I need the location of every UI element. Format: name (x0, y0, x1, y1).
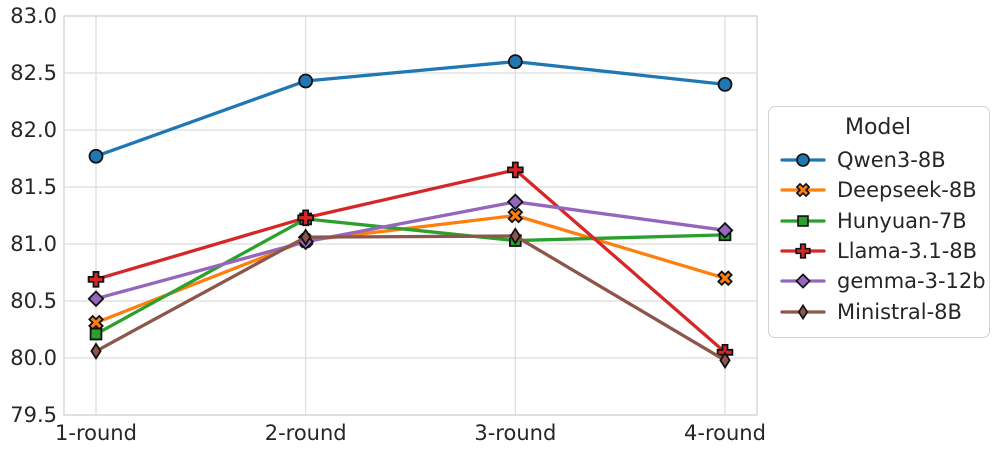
x-tick-label: 3-round (474, 421, 556, 445)
series-Ministral-8B (90, 227, 731, 370)
legend-label: Ministral-8B (837, 299, 962, 324)
axes-spines (63, 15, 758, 416)
y-tick-label: 81.0 (10, 232, 57, 256)
legend-key (780, 183, 826, 198)
data-point (299, 228, 312, 247)
legend-label: Llama-3.1-8B (837, 239, 978, 264)
circle-marker (298, 73, 314, 89)
series-line (94, 217, 727, 336)
data-point (716, 221, 734, 239)
data-point (88, 148, 104, 164)
series-line (94, 200, 727, 301)
y-axis-tick-labels: 79.5 80.0 80.5 81.0 81.5 82.0 82.5 83.0 (10, 4, 57, 427)
legend-item-gemma-3-12b: gemma-3-12b (779, 266, 986, 296)
legend-key (780, 214, 826, 227)
legend-label: Hunyuan-7B (837, 208, 967, 233)
legend-key (780, 243, 826, 259)
y-tick-label: 83.0 (10, 4, 57, 28)
series-line (94, 59, 727, 158)
data-point (87, 271, 105, 288)
thin-diamond-marker (299, 228, 312, 247)
data-point (509, 227, 522, 245)
data-point (717, 270, 733, 287)
legend-item-Deepseek-8B: Deepseek-8B (779, 175, 977, 205)
series-line (94, 213, 727, 325)
plus-marker (507, 161, 524, 179)
legend-key-marker (795, 243, 811, 259)
square-icon (797, 214, 809, 227)
circle-marker (88, 148, 104, 164)
legend-key-marker (797, 303, 809, 320)
thin-diamond-marker (90, 342, 102, 361)
legend: Model Qwen3-8B Deepseek-8B Hunyuan-7B Llama… (768, 106, 990, 338)
legend-key-marker (797, 214, 809, 227)
data-point (89, 327, 103, 341)
thin-diamond-icon (797, 303, 809, 320)
legend-key-marker (795, 183, 811, 198)
legend-key (780, 303, 826, 320)
legend-label: gemma-3-12b (837, 269, 986, 294)
data-point (297, 209, 314, 227)
y-tick-label: 80.0 (10, 346, 57, 370)
x-marker (507, 207, 524, 224)
legend-label: Deepseek-8B (837, 178, 977, 203)
legend-item-Hunyuan-7B: Hunyuan-7B (779, 206, 977, 236)
y-tick-label: 79.5 (10, 403, 57, 427)
data-point (87, 290, 105, 308)
legend-key (780, 153, 826, 167)
x-tick-label: 4-round (684, 421, 766, 445)
plus-marker (87, 271, 105, 288)
plus-icon (795, 243, 811, 259)
x-tick-label: 2-round (265, 421, 347, 445)
legend-title: Model (844, 115, 912, 140)
data-point (507, 207, 524, 224)
data-point (298, 73, 314, 89)
legend-key-marker (796, 153, 810, 167)
legend-key-marker (795, 273, 811, 290)
thin-diamond-marker (509, 227, 522, 245)
data-point (717, 77, 733, 92)
legend-item-Qwen3-8B: Qwen3-8B (779, 145, 977, 175)
data-point (507, 54, 523, 69)
data-point (507, 161, 524, 179)
legend-rows: Qwen3-8B Deepseek-8B Hunyuan-7B Llama-3.1-8… (779, 145, 986, 327)
x-tick-label: 1-round (55, 421, 137, 445)
legend-label: Qwen3-8B (837, 148, 946, 173)
x-axis-tick-labels: 1-round 2-round 3-round 4-round (55, 421, 766, 445)
thin-diamond-marker (719, 351, 731, 370)
y-tick-label: 80.5 (10, 289, 57, 313)
series-line (94, 234, 727, 362)
diamond-marker (87, 290, 105, 308)
data-point (90, 342, 102, 361)
y-tick-label: 82.5 (10, 61, 57, 85)
data-point (719, 351, 731, 370)
legend-item-Llama-3.1-8B: Llama-3.1-8B (779, 236, 977, 266)
plus-marker (297, 209, 314, 227)
diamond-icon (795, 273, 811, 290)
circle-marker (507, 54, 523, 69)
y-tick-label: 82.0 (10, 118, 57, 142)
series-Deepseek-8B (88, 207, 733, 331)
square-marker (89, 327, 103, 341)
circle-icon (796, 153, 810, 167)
series-line (94, 168, 727, 354)
y-tick-label: 81.5 (10, 175, 57, 199)
diamond-marker (506, 193, 524, 211)
x-marker (717, 270, 733, 287)
series-Qwen3-8B (88, 54, 733, 164)
series-Hunyuan-7B (89, 212, 732, 341)
legend-key (780, 273, 826, 290)
x-icon (795, 183, 811, 198)
circle-marker (717, 77, 733, 92)
diamond-marker (716, 221, 734, 239)
legend-item-Ministral-8B: Ministral-8B (779, 296, 977, 326)
series-Llama-3.1-8B (87, 161, 734, 361)
data-point (506, 193, 524, 211)
